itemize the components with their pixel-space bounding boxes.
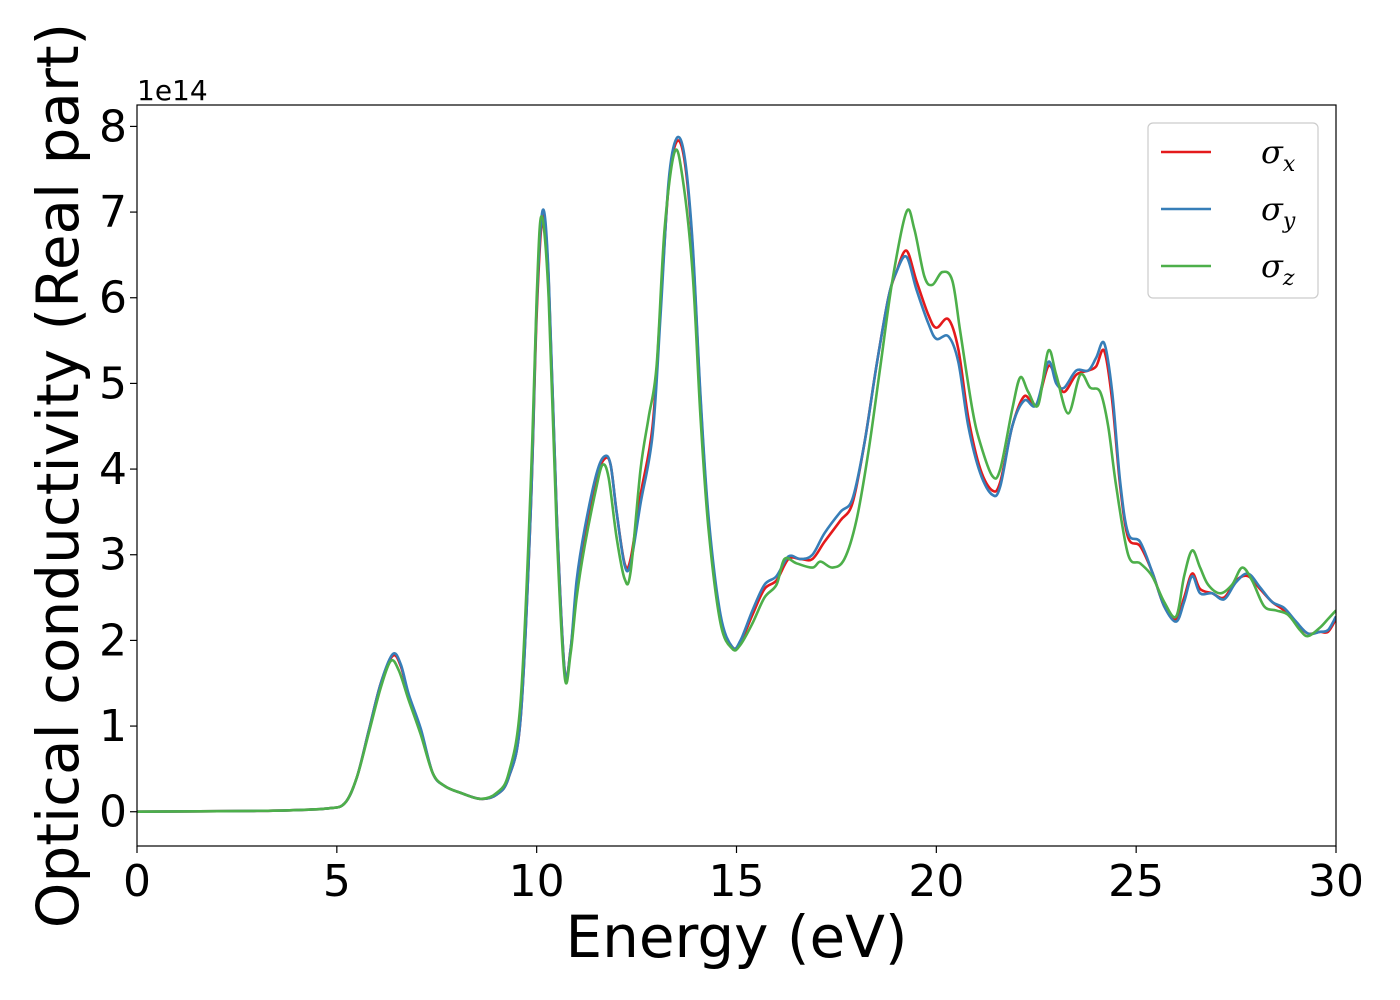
y-tick-label: 5 bbox=[99, 358, 127, 409]
x-tick-label: 25 bbox=[1108, 856, 1164, 907]
series-line-z bbox=[137, 148, 1336, 814]
legend-label-y: σy bbox=[1261, 190, 1296, 234]
legend-label-x: σx bbox=[1261, 133, 1296, 177]
y-tick-label: 4 bbox=[99, 444, 127, 495]
y-tick-label: 7 bbox=[99, 187, 127, 238]
y-tick-label: 1 bbox=[99, 701, 127, 752]
y-tick-label: 0 bbox=[99, 787, 127, 838]
y-tick-label: 6 bbox=[99, 273, 127, 324]
x-axis-title: Energy (eV) bbox=[565, 903, 907, 971]
series-group bbox=[137, 135, 1336, 814]
legend-box bbox=[1147, 122, 1319, 299]
x-tick-label: 5 bbox=[323, 856, 351, 907]
x-tick-label: 15 bbox=[709, 856, 765, 907]
y-tick-label: 2 bbox=[99, 615, 127, 666]
x-tick-label: 30 bbox=[1308, 856, 1364, 907]
series-layer bbox=[137, 135, 1336, 814]
legend: σx σy σz bbox=[1147, 122, 1319, 299]
x-tick-label: 20 bbox=[908, 856, 964, 907]
y-tick-label: 3 bbox=[99, 530, 127, 581]
series-line-y bbox=[137, 135, 1336, 814]
axes-layer: 0 5 10 15 20 25 30 0 1 2 3 4 5 6 7 8 1e14 Energy (eV) Opti… bbox=[24, 23, 1364, 971]
y-tick-label: 8 bbox=[99, 101, 127, 152]
y-offset-label: 1e14 bbox=[137, 74, 208, 107]
legend-label-z: σz bbox=[1261, 247, 1295, 291]
x-tick-label: 0 bbox=[123, 856, 151, 907]
x-tick-label: 10 bbox=[509, 856, 565, 907]
y-axis-title: Optical conductivity (Real part) bbox=[24, 23, 92, 928]
